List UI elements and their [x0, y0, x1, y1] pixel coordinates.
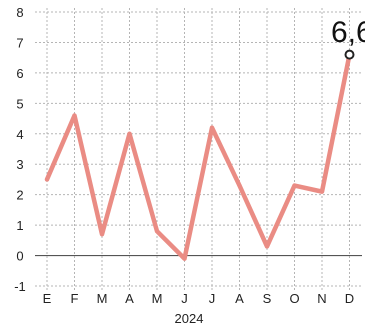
y-tick-label: 5: [16, 96, 23, 111]
x-axis-title: 2024: [175, 311, 204, 326]
x-tick-label: A: [125, 291, 134, 306]
x-tick-label: J: [209, 291, 216, 306]
annotation-group: 6,6: [331, 16, 365, 60]
data-point: [100, 232, 104, 237]
y-tick-label: 7: [16, 35, 23, 50]
x-tick-label: F: [71, 291, 79, 306]
data-point: [265, 244, 269, 249]
data-point: [155, 229, 159, 234]
x-axis: E F M A M J J A S O N D 2024: [43, 291, 355, 326]
series-line: [44, 52, 352, 261]
y-tick-label: 0: [16, 249, 23, 264]
x-tick-label: E: [43, 291, 52, 306]
data-point: [182, 256, 187, 261]
x-tick-label: M: [152, 291, 163, 306]
x-tick-label: J: [181, 291, 188, 306]
last-value-label: 6,6: [331, 16, 365, 49]
data-point: [292, 183, 297, 188]
y-tick-label: 6: [16, 66, 23, 81]
y-tick-label: 8: [16, 5, 23, 20]
x-tick-label: N: [317, 291, 326, 306]
x-tick-label: D: [345, 291, 354, 306]
data-point: [237, 183, 242, 188]
data-point: [72, 113, 77, 118]
y-tick-label: 3: [16, 157, 23, 172]
y-tick-label: 1: [16, 218, 23, 233]
data-point: [210, 125, 214, 130]
y-tick-label: 2: [16, 188, 23, 203]
x-tick-label: M: [97, 291, 108, 306]
x-tick-label: S: [263, 291, 272, 306]
series-line-group: [44, 52, 352, 261]
data-point: [320, 189, 324, 194]
x-tick-label: A: [235, 291, 244, 306]
data-point: [127, 131, 132, 136]
last-point-marker: [344, 49, 355, 60]
data-point: [45, 177, 49, 182]
x-tick-label: O: [289, 291, 299, 306]
y-axis: -1 0 1 2 3 4 5 6 7 8: [14, 5, 26, 294]
y-tick-label: 4: [16, 127, 23, 142]
y-tick-label: -1: [14, 279, 26, 294]
